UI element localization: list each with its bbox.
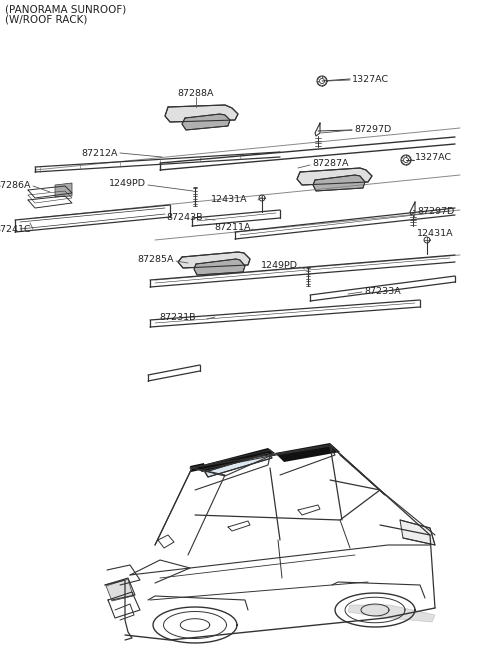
Polygon shape xyxy=(400,520,435,545)
Polygon shape xyxy=(297,168,372,185)
Polygon shape xyxy=(182,114,230,130)
Text: 1249PD: 1249PD xyxy=(261,262,298,270)
Text: 87211A: 87211A xyxy=(215,224,251,232)
Text: 87287A: 87287A xyxy=(312,159,348,169)
Polygon shape xyxy=(106,579,133,601)
Text: 87297D: 87297D xyxy=(354,125,391,134)
Polygon shape xyxy=(205,453,272,477)
Polygon shape xyxy=(313,175,365,191)
Text: 1327AC: 1327AC xyxy=(415,154,452,163)
Polygon shape xyxy=(195,448,275,472)
Polygon shape xyxy=(190,463,205,472)
Text: 87212A: 87212A xyxy=(82,148,118,157)
Text: 87231B: 87231B xyxy=(159,312,196,321)
Text: 12431A: 12431A xyxy=(211,195,248,205)
Text: 1327AC: 1327AC xyxy=(352,75,389,85)
Text: 87241C: 87241C xyxy=(0,224,31,234)
Text: 87243B: 87243B xyxy=(167,213,203,222)
Text: 87285A: 87285A xyxy=(137,255,174,264)
Polygon shape xyxy=(55,183,72,197)
Text: 87286A: 87286A xyxy=(0,180,31,190)
Text: (PANORAMA SUNROOF): (PANORAMA SUNROOF) xyxy=(5,5,126,15)
Polygon shape xyxy=(348,605,435,622)
Text: 87288A: 87288A xyxy=(178,89,214,98)
Polygon shape xyxy=(275,443,340,462)
Text: (W/ROOF RACK): (W/ROOF RACK) xyxy=(5,15,87,25)
Polygon shape xyxy=(165,105,238,122)
Polygon shape xyxy=(194,259,245,275)
Polygon shape xyxy=(178,252,250,268)
Text: 12431A: 12431A xyxy=(417,228,454,237)
Text: 87233A: 87233A xyxy=(364,287,401,295)
Text: 87297D: 87297D xyxy=(417,207,454,216)
Text: 1249PD: 1249PD xyxy=(109,180,146,188)
